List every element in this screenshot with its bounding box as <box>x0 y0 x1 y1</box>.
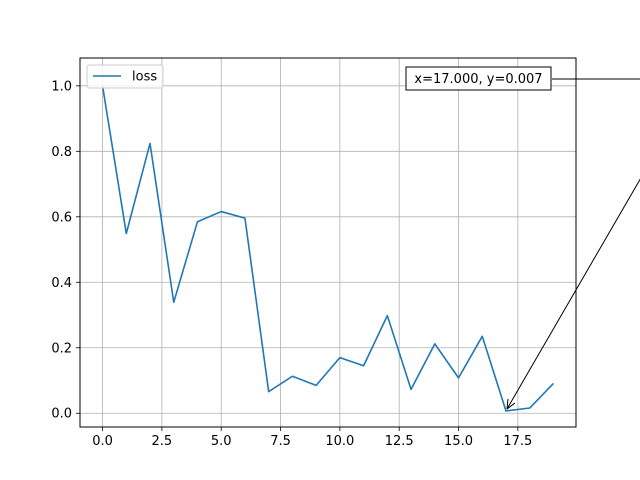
x-tick-label: 7.5 <box>270 434 291 449</box>
x-tick-label: 0.0 <box>92 434 113 449</box>
series-line-loss <box>101 85 555 412</box>
y-axis-ticks: 0.0 0.2 0.4 0.6 0.8 1.0 <box>51 79 80 422</box>
annotation-arrowhead <box>506 398 516 410</box>
y-tick-label: 0.6 <box>51 210 72 225</box>
y-tick-label: 0.2 <box>51 341 72 356</box>
legend-box <box>86 64 164 89</box>
y-tick-label: 0.0 <box>51 407 72 422</box>
y-tick-label: 0.4 <box>51 276 72 291</box>
legend: loss <box>86 64 164 89</box>
x-tick-label: 17.5 <box>503 434 532 449</box>
x-tick-label: 5.0 <box>211 434 232 449</box>
x-tick-label: 2.5 <box>152 434 173 449</box>
annotation-box <box>405 66 552 91</box>
x-tick-label: 12.5 <box>385 434 414 449</box>
y-tick-label: 1.0 <box>51 79 72 94</box>
y-tick-label: 0.8 <box>51 145 72 160</box>
legend-label: loss <box>132 70 157 85</box>
annotation: x=17.000, y=0.007 <box>405 66 640 410</box>
axes-frame <box>79 57 577 428</box>
annotation-arrow-line <box>506 178 640 410</box>
x-tick-label: 10.0 <box>325 434 354 449</box>
annotation-text: x=17.000, y=0.007 <box>414 72 542 87</box>
x-tick-label: 15.0 <box>444 434 473 449</box>
series-layer <box>101 85 555 412</box>
x-axis-ticks: 0.0 2.5 5.0 7.5 10.0 12.5 15.0 17.5 <box>92 427 532 449</box>
